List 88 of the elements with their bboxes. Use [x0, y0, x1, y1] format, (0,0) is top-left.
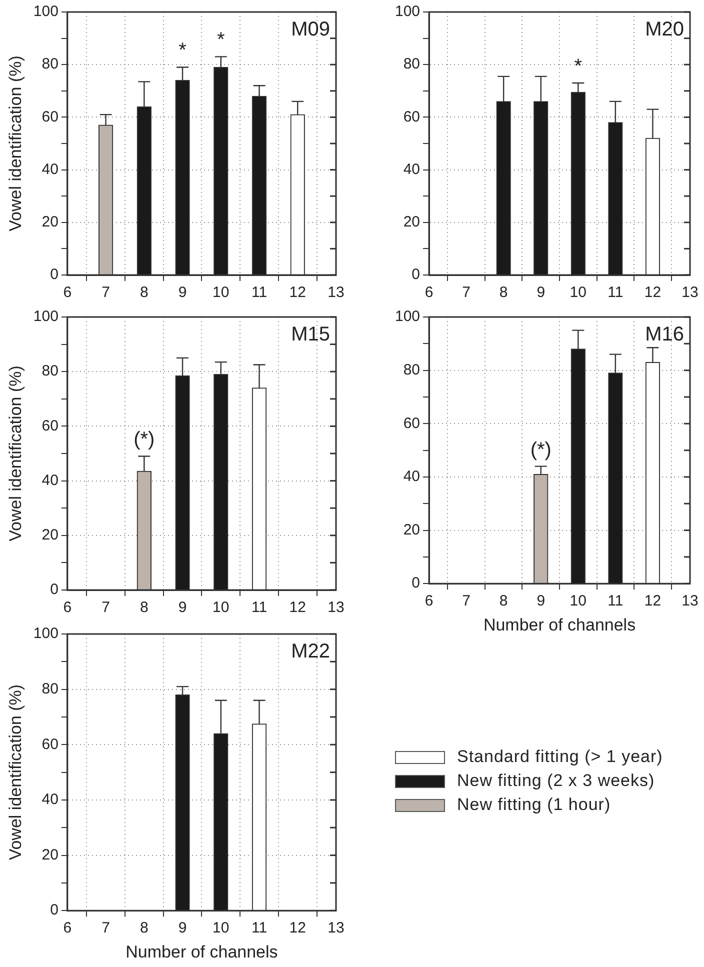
y-tick-label: 0	[412, 574, 420, 592]
x-tick-label: 8	[140, 599, 148, 616]
x-tick-label: 8	[499, 592, 508, 610]
x-axis-title: Number of channels	[483, 615, 636, 634]
x-tick-label: 11	[251, 920, 268, 937]
x-tick-label: 10	[570, 592, 586, 610]
x-tick-label: 8	[140, 920, 148, 937]
x-tick-label: 12	[289, 599, 306, 616]
y-tick-label: 60	[42, 736, 58, 753]
y-axis-title: Vowel identification (%)	[6, 366, 25, 542]
x-tick-label: 13	[682, 592, 698, 610]
x-tick-label: 11	[608, 592, 624, 610]
x-tick-label: 12	[644, 284, 662, 302]
y-tick-label: 40	[403, 160, 420, 178]
x-tick-label: 13	[682, 284, 698, 302]
x-tick-label: 12	[289, 920, 306, 937]
legend-label: New fitting (2 x 3 weeks)	[457, 771, 655, 791]
y-axis-title: Vowel identification (%)	[6, 684, 25, 860]
y-tick-label: 40	[42, 472, 58, 489]
annotation: (*)	[530, 438, 552, 461]
y-tick-label: 100	[33, 308, 58, 326]
x-tick-label: 7	[462, 284, 470, 302]
x-tick-label: 7	[462, 592, 470, 610]
y-tick-label: 20	[42, 214, 58, 231]
y-tick-label: 20	[403, 214, 420, 231]
y-tick-label: 80	[42, 362, 58, 380]
y-tick-label: 100	[33, 3, 58, 20]
x-tick-label: 13	[328, 284, 344, 302]
chart-title: M22	[291, 640, 330, 663]
annotation: *	[574, 56, 582, 78]
y-tick-label: 80	[42, 56, 58, 73]
chart-title: M20	[645, 18, 684, 41]
x-tick-label: 6	[63, 920, 72, 937]
annotation: *	[178, 40, 187, 62]
x-tick-label: 13	[328, 599, 344, 616]
y-tick-label: 40	[42, 160, 58, 178]
x-tick-label: 7	[102, 599, 110, 616]
y-tick-label: 40	[403, 468, 420, 486]
y-tick-label: 0	[50, 902, 58, 919]
x-tick-label: 6	[63, 284, 72, 302]
x-tick-label: 9	[536, 284, 546, 302]
x-tick-label: 9	[536, 592, 546, 610]
x-tick-label: 7	[102, 284, 110, 302]
chart-title: M15	[291, 324, 330, 346]
x-tick-label: 10	[570, 284, 586, 302]
y-tick-label: 20	[42, 526, 58, 544]
y-tick-label: 80	[42, 680, 58, 698]
x-axis-title: Number of channels	[126, 942, 278, 962]
x-tick-label: 8	[140, 284, 148, 302]
x-tick-label: 10	[212, 920, 230, 937]
text: Standard fitting (> 1 year)	[457, 747, 663, 767]
x-tick-label: 6	[63, 599, 72, 616]
y-tick-label: 60	[42, 417, 58, 434]
x-tick-label: 9	[178, 599, 187, 616]
x-tick-label: 9	[178, 284, 187, 302]
y-tick-label: 100	[33, 625, 58, 642]
x-tick-label: 10	[212, 284, 230, 302]
x-tick-label: 11	[251, 599, 268, 616]
y-tick-label: 0	[50, 581, 58, 598]
x-tick-label: 8	[499, 284, 508, 302]
x-tick-label: 11	[251, 284, 268, 302]
y-tick-label: 80	[403, 56, 420, 73]
y-tick-label: 60	[403, 108, 420, 126]
y-tick-label: 60	[42, 108, 58, 126]
x-tick-label: 6	[424, 592, 434, 610]
x-tick-label: 11	[608, 284, 624, 302]
y-tick-label: 80	[403, 361, 420, 378]
y-tick-label: 40	[42, 791, 58, 808]
y-tick-label: 20	[42, 846, 58, 864]
x-tick-label: 12	[289, 284, 306, 302]
chart-title: M16	[645, 324, 684, 346]
y-tick-label: 100	[394, 3, 420, 20]
x-tick-label: 6	[424, 284, 434, 302]
x-tick-label: 10	[212, 599, 230, 616]
y-tick-label: 0	[50, 266, 58, 284]
y-tick-label: 0	[412, 266, 420, 284]
x-tick-label: 13	[328, 920, 344, 937]
y-tick-label: 100	[394, 308, 420, 326]
legend-label: New fitting (1 hour)	[457, 795, 611, 815]
x-tick-label: 7	[102, 920, 110, 937]
y-tick-label: 60	[403, 414, 420, 432]
x-tick-label: 9	[178, 920, 187, 937]
chart-title: M09	[291, 18, 330, 41]
annotation: (*)	[134, 428, 155, 451]
y-axis-title: Vowel identification (%)	[6, 56, 25, 232]
x-tick-label: 12	[644, 592, 662, 610]
annotation: *	[217, 29, 225, 52]
y-tick-label: 20	[403, 521, 420, 538]
